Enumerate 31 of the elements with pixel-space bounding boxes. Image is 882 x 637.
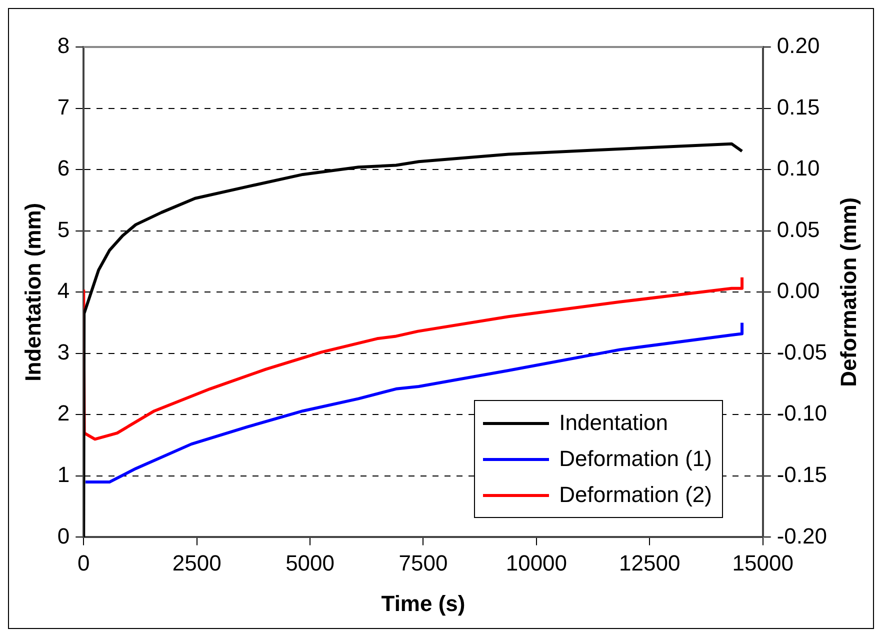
y-tick-label: 2 [57,400,70,426]
y2-tick-label: 0.20 [776,33,820,58]
x-tick-label: 10000 [506,550,568,576]
y-tick-label: 5 [57,216,70,242]
legend-label: Deformation (1) [559,446,712,472]
y-tick-label: 1 [57,462,70,487]
y2-tick-label: -0.15 [776,462,828,487]
x-tick-label: 0 [78,550,90,576]
y2-axis-title: Deformation (mm) [836,197,862,387]
y2-tick-label: 0.15 [776,94,820,120]
y-tick-label: 4 [57,278,70,304]
y2-tick-label: 0.10 [776,156,820,181]
y-tick-label: 0 [57,523,70,548]
y-tick-label: 6 [57,156,70,181]
x-tick-label: 7500 [398,550,448,576]
y2-tick-label: 0.00 [776,278,820,304]
legend-label: Deformation (2) [559,482,712,508]
x-tick-label: 12500 [619,550,680,576]
x-tick-label: 15000 [732,550,794,576]
y2-tick-label: -0.10 [776,400,828,426]
y-tick-label: 8 [57,33,70,58]
x-axis-title: Time (s) [381,590,466,616]
x-tick-label: 5000 [286,550,335,576]
x-tick-label: 2500 [172,550,222,576]
y2-tick-label: 0.05 [776,216,820,242]
y2-tick-label: -0.05 [776,339,828,364]
legend-label: Indentation [559,410,668,436]
y-tick-label: 3 [57,339,70,364]
y-tick-label: 7 [57,94,70,120]
y2-tick-label: -0.20 [776,523,828,548]
y-axis-title: Indentation (mm) [20,202,46,382]
